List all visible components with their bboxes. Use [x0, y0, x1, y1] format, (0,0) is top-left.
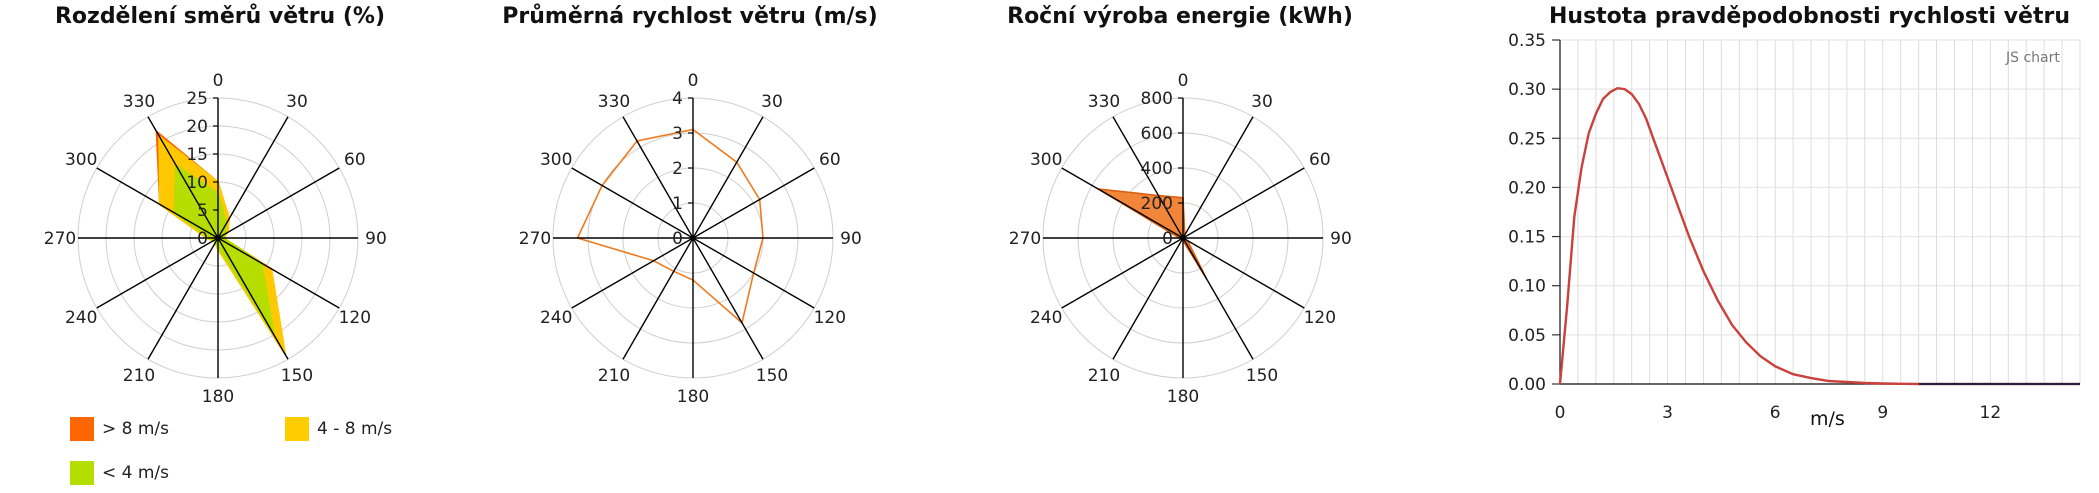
- radar-angle-label: 120: [1304, 308, 1336, 328]
- radar-angle-label: 0: [1178, 71, 1189, 91]
- chart-title-pdf: Hustota pravděpodobnosti rychlosti větru: [1549, 4, 2070, 29]
- radar-radial-label: 5: [197, 201, 208, 221]
- radar-angle-label: 240: [65, 308, 97, 328]
- radar-radial-label: 3: [672, 124, 683, 144]
- radar-angle-label: 330: [598, 92, 630, 112]
- legend-label-over-8: > 8 m/s: [102, 419, 170, 439]
- radar-angle-label: 0: [688, 71, 699, 91]
- radar-angle-label: 270: [44, 229, 76, 249]
- radar-radial-label: 4: [672, 89, 683, 109]
- legend-swatch-over-8: [70, 417, 94, 441]
- radar-radial-label: 600: [1141, 124, 1173, 144]
- radar-angle-label: 180: [1167, 387, 1199, 407]
- radar-angle-label: 240: [540, 308, 572, 328]
- radar-angle-label: 90: [365, 229, 387, 249]
- radar-radial-label: 200: [1141, 194, 1173, 214]
- radar-angle-label: 60: [344, 150, 366, 170]
- radar-angle-label: 210: [1088, 366, 1120, 386]
- pdf-x-tick-label: 3: [1662, 403, 1673, 423]
- radar-radial-label: 0: [197, 229, 208, 249]
- legend-item-over-8: > 8 m/s: [70, 417, 169, 441]
- pdf-x-tick-label: 9: [1877, 403, 1888, 423]
- radar-radial-label: 10: [186, 173, 208, 193]
- radar-radial-label: 800: [1141, 89, 1173, 109]
- radar-angle-label: 300: [65, 150, 97, 170]
- js-chart-watermark: JS chart: [2006, 50, 2060, 66]
- radar-radial-label: 25: [186, 89, 208, 109]
- radar-angle-label: 150: [756, 366, 788, 386]
- pdf-series-line: [1558, 86, 2080, 386]
- radar-angle-label: 90: [840, 229, 862, 249]
- radar-radial-label: 0: [672, 229, 683, 249]
- radar-angle-label: 90: [1330, 229, 1352, 249]
- legend-label-under-4: < 4 m/s: [102, 463, 170, 483]
- legend-item-under-4: < 4 m/s: [70, 461, 169, 485]
- radar-radial-label: 400: [1141, 159, 1173, 179]
- pdf-y-tick-label: 0.15: [1508, 228, 1546, 248]
- legend-swatch-under-4: [70, 461, 94, 485]
- radar-angle-label: 150: [281, 366, 313, 386]
- legend-swatch-4-8: [285, 417, 309, 441]
- radar-angle-label: 210: [123, 366, 155, 386]
- radar-angle-label: 150: [1246, 366, 1278, 386]
- radar-angle-label: 240: [1030, 308, 1062, 328]
- radar-angle-label: 330: [1088, 92, 1120, 112]
- pdf-x-axis-label: m/s: [1810, 408, 1845, 430]
- radar-angle-label: 30: [1251, 92, 1273, 112]
- radar-angle-label: 270: [519, 229, 551, 249]
- radar-angle-label: 270: [1009, 229, 1041, 249]
- pdf-x-tick-label: 12: [1980, 403, 2002, 423]
- pdf-y-tick-label: 0.30: [1508, 80, 1546, 100]
- radar-angle-label: 120: [339, 308, 371, 328]
- wind-direction-radar: 0 30 60 90 120 150 180 210 240 270 300 330 0 5 10 15 20 2…: [44, 71, 387, 407]
- pdf-y-tick-label: 0.05: [1508, 326, 1546, 346]
- radar-angle-label: 300: [1030, 150, 1062, 170]
- radar-angle-label: 0: [213, 71, 224, 91]
- radar-angle-label: 180: [202, 387, 234, 407]
- radar-radial-label: 15: [186, 145, 208, 165]
- pdf-line-chart: 0.00 0.05 0.10 0.15 0.20 0.25 0.30 0.35 0 3 6 9 12: [1508, 31, 2081, 423]
- radar-angle-label: 30: [761, 92, 783, 112]
- radar-angle-label: 300: [540, 150, 572, 170]
- legend-label-4-8: 4 - 8 m/s: [317, 419, 393, 439]
- radar-angle-label: 60: [1309, 150, 1331, 170]
- pdf-x-tick-label: 0: [1555, 403, 1566, 423]
- pdf-y-tick-label: 0.00: [1508, 375, 1546, 395]
- avg-speed-radar: 0 30 60 90 120 150 180 210 240 270 300 330 0 1 2 3 4: [519, 71, 862, 407]
- pdf-x-tick-label: 6: [1770, 403, 1781, 423]
- legend-item-4-8: 4 - 8 m/s: [285, 417, 392, 441]
- radar-radial-label: 20: [186, 117, 208, 137]
- radar-angle-label: 60: [819, 150, 841, 170]
- pdf-y-tick-label: 0.35: [1508, 31, 1546, 51]
- pdf-y-tick-label: 0.10: [1508, 277, 1546, 297]
- pdf-y-tick-label: 0.25: [1508, 129, 1546, 149]
- radar-angle-label: 180: [677, 387, 709, 407]
- radar-angle-label: 330: [123, 92, 155, 112]
- radar-angle-label: 30: [286, 92, 308, 112]
- radar-angle-label: 210: [598, 366, 630, 386]
- chart-title-wind-direction: Rozdělení směrů větru (%): [54, 4, 386, 29]
- chart-title-energy: Roční výroba energie (kWh): [1007, 4, 1353, 29]
- radar-angle-label: 120: [814, 308, 846, 328]
- pdf-y-tick-label: 0.20: [1508, 178, 1546, 198]
- radar-radial-label: 0: [1162, 229, 1173, 249]
- energy-radar: 0 30 60 90 120 150 180 210 240 270 300 330 0 200 400 60…: [1009, 71, 1352, 407]
- radar-radial-label: 1: [672, 194, 683, 214]
- radar-radial-label: 2: [672, 159, 683, 179]
- chart-title-avg-speed: Průměrná rychlost větru (m/s): [502, 4, 878, 29]
